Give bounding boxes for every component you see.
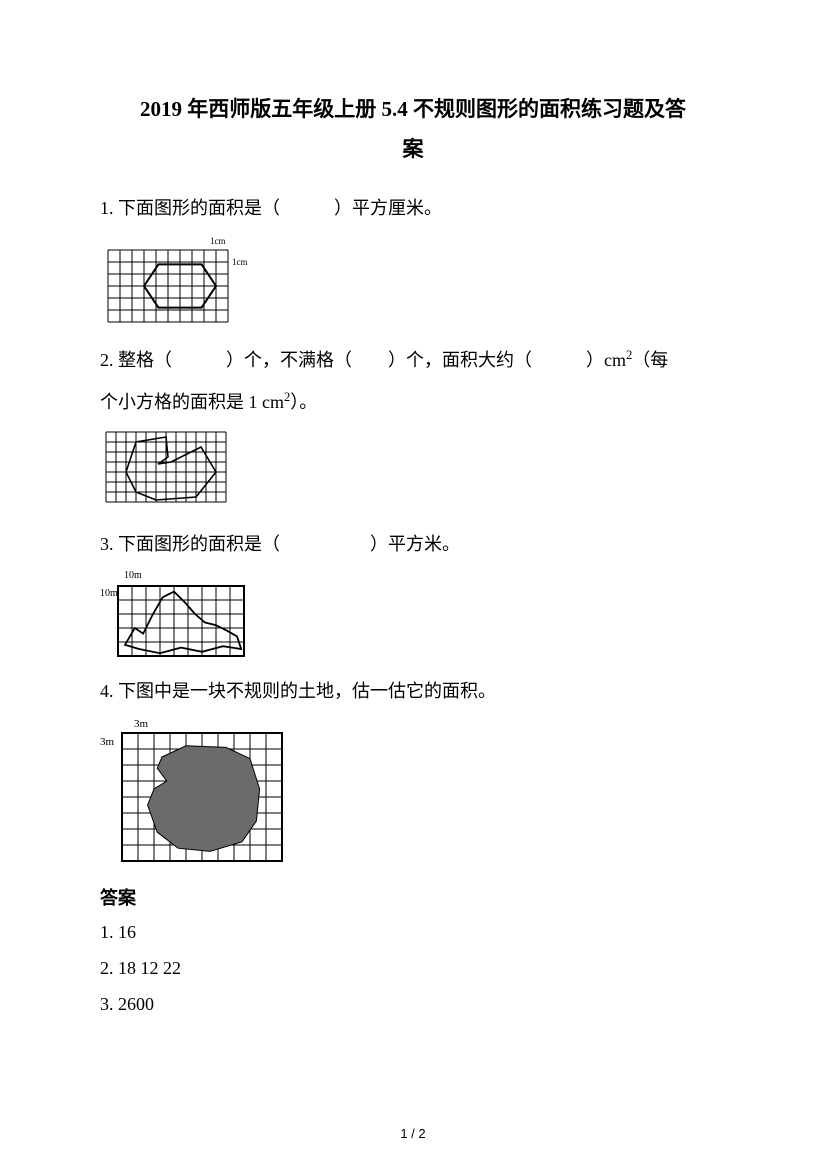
question-2: 2. 整格（ ）个，不满格（ ）个，面积大约（ ）cm2（每 bbox=[100, 342, 726, 378]
svg-text:1cm: 1cm bbox=[232, 257, 248, 267]
question-4: 4. 下图中是一块不规则的土地，估一估它的面积。 bbox=[100, 673, 726, 709]
figure-1: 1cm 1cm bbox=[100, 232, 726, 332]
question-2-line2: 个小方格的面积是 1 cm2）。 bbox=[100, 384, 726, 420]
svg-text:3m: 3m bbox=[134, 718, 149, 730]
figure-4: 3m 3m bbox=[100, 715, 726, 870]
q2-l2a: 个小方格的面积是 1 cm bbox=[100, 392, 284, 412]
q2-l2b: ）。 bbox=[290, 392, 317, 412]
answer-3: 3. 2600 bbox=[100, 986, 726, 1022]
answers-heading: 答案 bbox=[100, 884, 726, 910]
q1-text: 1. 下面图形的面积是（ ）平方厘米。 bbox=[100, 198, 442, 218]
q4-text: 4. 下图中是一块不规则的土地，估一估它的面积。 bbox=[100, 681, 496, 701]
answer-1: 1. 16 bbox=[100, 914, 726, 950]
svg-text:10m: 10m bbox=[100, 588, 118, 599]
q3-text: 3. 下面图形的面积是（ ）平方米。 bbox=[100, 534, 460, 554]
q2-mid: （每 bbox=[632, 350, 668, 370]
title-line-1: 2019 年西师版五年级上册 5.4 不规则图形的面积练习题及答 bbox=[140, 97, 686, 121]
svg-text:10m: 10m bbox=[124, 570, 142, 581]
question-1: 1. 下面图形的面积是（ ）平方厘米。 bbox=[100, 190, 726, 226]
page-title: 2019 年西师版五年级上册 5.4 不规则图形的面积练习题及答 案 bbox=[100, 90, 726, 170]
svg-text:3m: 3m bbox=[100, 736, 115, 748]
q2-prefix: 2. 整格（ ）个，不满格（ ）个，面积大约（ ）cm bbox=[100, 350, 626, 370]
svg-text:1cm: 1cm bbox=[210, 236, 226, 246]
figure-2 bbox=[100, 426, 726, 516]
question-3: 3. 下面图形的面积是（ ）平方米。 bbox=[100, 526, 726, 562]
page-number: 1 / 2 bbox=[0, 1126, 826, 1141]
answer-2: 2. 18 12 22 bbox=[100, 950, 726, 986]
figure-3: 10m 10m bbox=[100, 568, 726, 663]
title-line-2: 案 bbox=[403, 137, 424, 161]
